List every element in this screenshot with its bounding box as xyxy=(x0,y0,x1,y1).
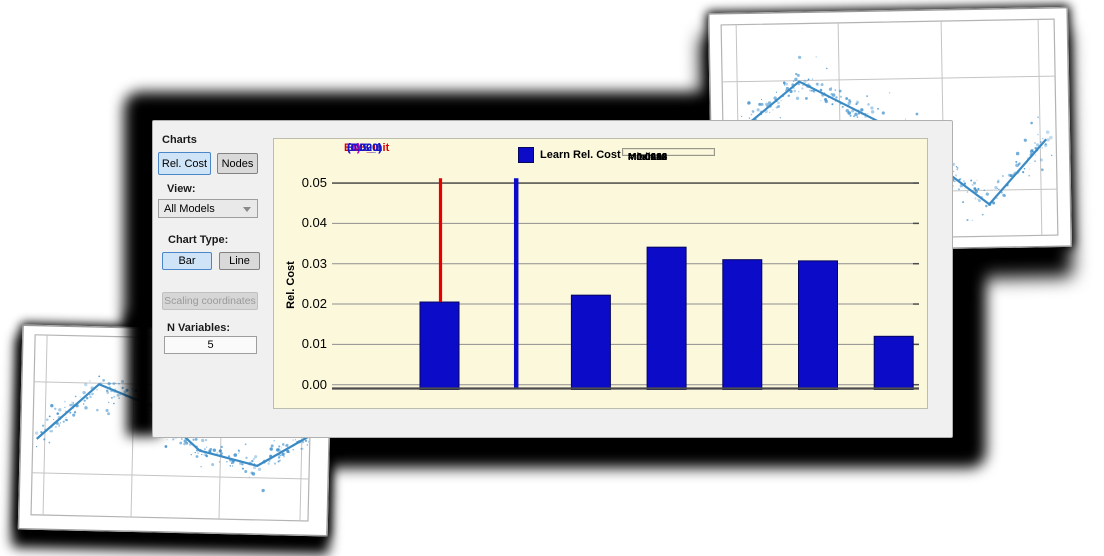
scaling-coordinates-button[interactable]: Scaling coordinates xyxy=(162,292,258,310)
y-tick-label: 0.03 xyxy=(301,255,327,271)
chart-bar xyxy=(646,246,687,390)
chart-title-part: (0.020) xyxy=(344,142,382,154)
bar-chart-type-button[interactable]: Bar xyxy=(162,252,212,270)
y-tick-label: 0.02 xyxy=(301,296,327,312)
nodes-tab-button[interactable]: Nodes xyxy=(217,153,258,174)
chart-bar xyxy=(419,301,460,390)
rel-cost-tab-button[interactable]: Rel. Cost xyxy=(158,152,211,175)
chart-title-part: (4) xyxy=(344,142,361,154)
chart-title-part: ENS_1 xyxy=(344,142,382,154)
view-label: View: xyxy=(167,183,196,195)
chart-bar xyxy=(873,335,914,390)
rel-cost-chart-area: ENS_Init (4) (0.020) ENS_1 (3) (0.000) L… xyxy=(273,138,928,409)
y-tick-label: 0.01 xyxy=(301,336,327,352)
ensemble-charts-dialog: Charts Rel. Cost Nodes View: All Models … xyxy=(152,120,953,438)
legend-color-swatch xyxy=(518,147,534,163)
chart-title-part: ENS_Init xyxy=(344,142,390,154)
stats-box: Min = 0.0000 Median = 0.0222 Mean = 0.0244 Max… xyxy=(622,148,715,163)
legend-label: Learn Rel. Cost xyxy=(540,149,621,161)
chart-bar xyxy=(798,260,838,390)
bar-chart-canvas xyxy=(332,178,919,391)
chart-bar xyxy=(570,294,611,391)
n-variables-label: N Variables: xyxy=(167,322,230,334)
line-chart-type-button[interactable]: Line xyxy=(219,252,260,270)
chart-type-label: Chart Type: xyxy=(168,234,229,246)
y-tick-label: 0.05 xyxy=(301,175,327,191)
charts-section-label: Charts xyxy=(162,134,197,146)
view-dropdown[interactable]: All Models xyxy=(158,199,258,218)
n-variables-input[interactable] xyxy=(164,336,257,354)
chart-bar xyxy=(722,259,763,390)
chart-title-part: (0.000) xyxy=(344,142,382,154)
y-tick-label: 0.04 xyxy=(301,215,327,231)
y-tick-label: 0.00 xyxy=(301,376,327,392)
chart-title-part: (3) xyxy=(344,142,361,154)
chevron-down-icon xyxy=(243,207,251,212)
view-dropdown-value: All Models xyxy=(164,202,215,215)
